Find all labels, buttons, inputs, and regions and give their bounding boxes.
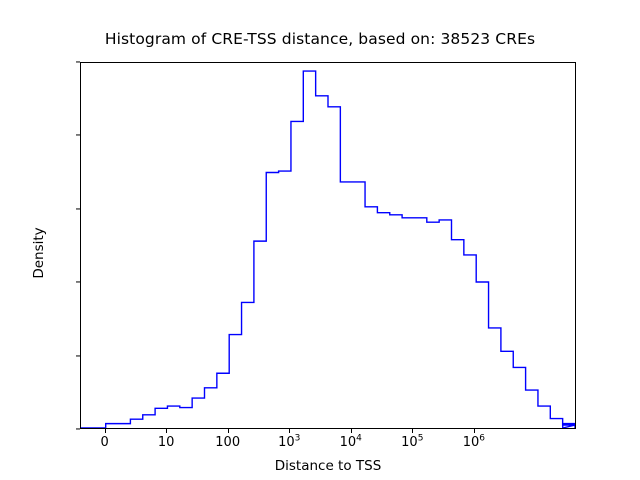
x-tick-label: 103: [278, 433, 301, 450]
y-axis-label: Density: [31, 227, 47, 279]
x-tick-mark: [104, 429, 106, 433]
plot-area: [80, 62, 576, 429]
chart-title: Histogram of CRE-TSS distance, based on:…: [104, 30, 536, 48]
y-tick-mark: [76, 355, 80, 357]
x-tick-mark: [350, 429, 352, 433]
histogram-step-series: [81, 70, 575, 428]
histogram-outline: [81, 70, 575, 428]
x-tick-label: 10: [157, 435, 175, 450]
y-tick-mark: [76, 134, 80, 136]
x-tick-mark: [412, 429, 414, 433]
x-tick-mark: [227, 429, 229, 433]
y-tick-mark: [76, 428, 80, 430]
x-tick-mark: [473, 429, 475, 433]
x-tick-label: 104: [339, 433, 362, 450]
x-tick-mark: [289, 429, 291, 433]
x-tick-label: 0: [100, 435, 109, 450]
x-tick-label: 100: [215, 435, 241, 450]
x-tick-label: 106: [462, 433, 485, 450]
x-axis-label: Distance to TSS: [274, 458, 382, 474]
x-tick-mark: [166, 429, 168, 433]
x-tick-label: 105: [401, 433, 424, 450]
y-tick-mark: [76, 281, 80, 283]
y-tick-mark: [76, 61, 80, 63]
y-tick-mark: [76, 208, 80, 210]
